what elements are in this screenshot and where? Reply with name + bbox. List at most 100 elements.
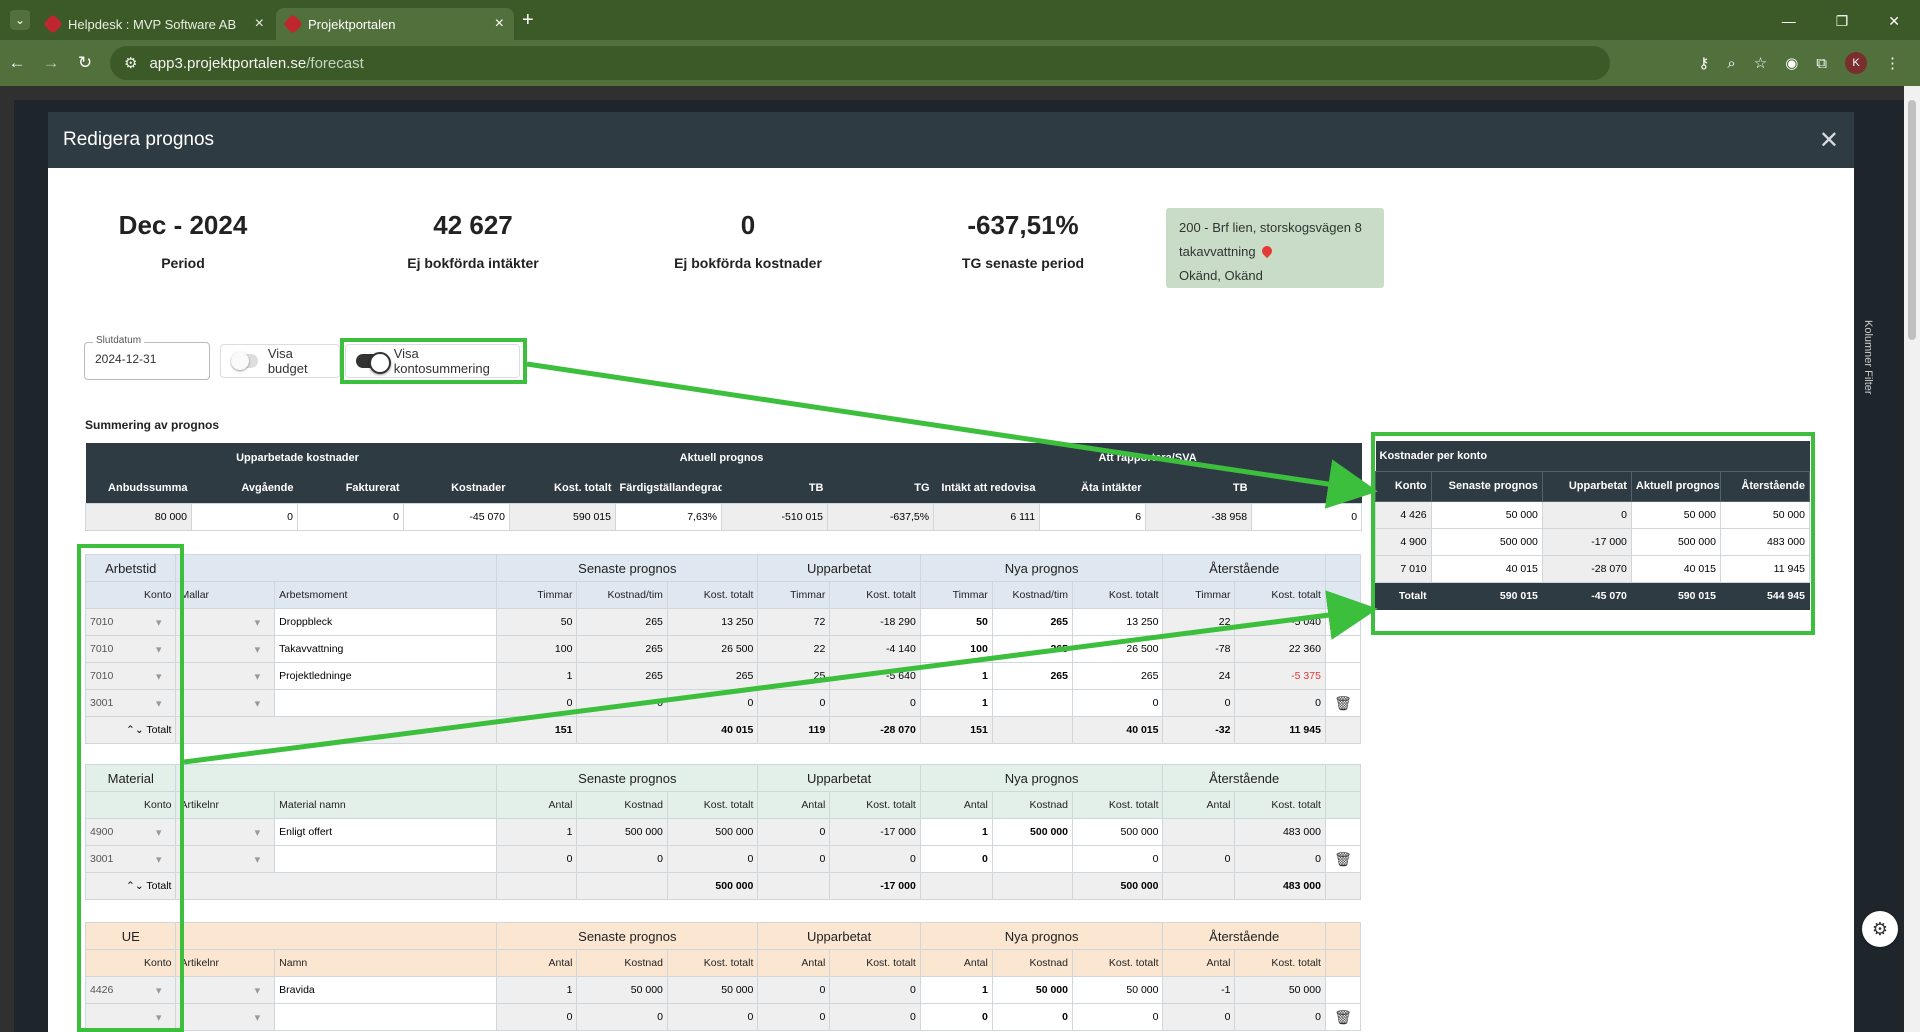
cell-value[interactable]: 0 xyxy=(991,1003,1073,1031)
collapse-icon[interactable]: ⌃⌄ xyxy=(126,724,147,736)
end-date-value: 2024-12-31 xyxy=(95,352,157,366)
template-select[interactable] xyxy=(175,818,276,846)
account-select[interactable]: 4426 xyxy=(84,976,177,1004)
name-input[interactable]: Takavvattning xyxy=(274,635,498,663)
cell-value: 1 xyxy=(496,662,578,690)
extension-badge-icon[interactable]: ◉ xyxy=(1785,55,1799,72)
account-select[interactable] xyxy=(84,1003,177,1031)
name-input[interactable]: Enligt offert xyxy=(274,818,498,846)
url-host: app3.projektportalen.se xyxy=(149,54,307,72)
account-select[interactable]: 4900 xyxy=(84,818,177,846)
cell-value[interactable]: 265 xyxy=(991,662,1073,690)
settings-gear-icon[interactable]: ⚙ xyxy=(1862,911,1898,947)
account-cell: 7 010 xyxy=(1375,554,1432,583)
name-input[interactable]: Projektledninge xyxy=(274,662,498,690)
column-head: Timmar xyxy=(919,581,993,609)
end-date-field[interactable]: Slutdatum 2024-12-31 xyxy=(84,335,210,380)
template-select[interactable] xyxy=(175,976,276,1004)
summary-value[interactable]: 0 xyxy=(191,502,298,531)
collapse-toggle[interactable]: ⌃⌄ Totalt xyxy=(84,872,177,900)
account-select[interactable]: 7010 xyxy=(84,608,177,636)
close-tab-icon[interactable]: × xyxy=(494,15,504,32)
cell-value[interactable]: 1 xyxy=(919,818,993,846)
cell-value[interactable] xyxy=(991,845,1073,873)
cell-value[interactable] xyxy=(991,689,1073,717)
summary-value[interactable]: 0 xyxy=(297,502,404,531)
address-bar[interactable]: ⚙ app3.projektportalen.se/forecast xyxy=(110,46,1610,80)
cell-value[interactable]: 265 xyxy=(991,608,1073,636)
summary-value[interactable]: 0 xyxy=(1251,502,1363,531)
scrollbar-thumb[interactable] xyxy=(1908,100,1916,340)
summary-value[interactable]: 7,63% xyxy=(615,502,722,531)
cell-value: -18 290 xyxy=(829,608,921,636)
group-section-head: Senaste prognos xyxy=(496,922,759,950)
cell-value[interactable]: 0 xyxy=(919,1003,993,1031)
close-window-icon[interactable]: ✕ xyxy=(1888,13,1900,29)
summary-value[interactable]: -45 070 xyxy=(403,502,510,531)
template-select[interactable] xyxy=(175,845,276,873)
profile-avatar[interactable]: K xyxy=(1845,52,1867,74)
kpi-tg-last-period: -637,51% TG senaste period xyxy=(928,210,1118,271)
total-value: 151 xyxy=(496,716,578,744)
forward-icon[interactable]: → xyxy=(42,53,60,72)
browser-tab-helpdesk[interactable]: Helpdesk : MVP Software AB × xyxy=(36,8,274,40)
column-head: Kost. totalt xyxy=(1234,949,1326,977)
minimize-icon[interactable]: — xyxy=(1781,13,1796,29)
delete-row-icon[interactable]: 🗑 xyxy=(1324,689,1362,717)
summary-value[interactable]: 6 xyxy=(1039,502,1147,531)
account-select[interactable]: 3001 xyxy=(84,845,177,873)
page-scrollbar[interactable] xyxy=(1904,86,1920,1032)
cell-value[interactable]: 500 000 xyxy=(991,818,1073,846)
template-select[interactable] xyxy=(175,608,276,636)
cell-value[interactable]: 50 xyxy=(919,608,993,636)
cell-value[interactable]: 50 000 xyxy=(991,976,1073,1004)
name-input[interactable]: Bravida xyxy=(274,976,498,1004)
collapse-icon[interactable]: ⌃⌄ xyxy=(126,880,147,892)
collapse-toggle[interactable]: ⌃⌄ Totalt xyxy=(84,716,177,744)
template-select[interactable] xyxy=(175,635,276,663)
cell-value[interactable]: 1 xyxy=(919,976,993,1004)
template-select[interactable] xyxy=(175,1003,276,1031)
tab-search-button[interactable]: ⌄ xyxy=(10,10,30,30)
name-input[interactable] xyxy=(274,689,498,717)
total-value: -17 000 xyxy=(829,872,921,900)
new-tab-button[interactable]: + xyxy=(522,9,534,31)
switch-off-icon[interactable] xyxy=(231,352,258,370)
template-select[interactable] xyxy=(175,662,276,690)
column-head: Antal xyxy=(757,949,831,977)
delete-row-icon[interactable]: 🗑 xyxy=(1324,1003,1362,1031)
delete-row-icon[interactable]: 🗑 xyxy=(1324,845,1362,873)
account-select[interactable]: 7010 xyxy=(84,635,177,663)
restore-icon[interactable]: ❐ xyxy=(1835,13,1849,29)
show-account-summary-toggle[interactable]: Visa kontosummering xyxy=(345,344,520,378)
show-budget-toggle[interactable]: Visa budget xyxy=(220,344,340,378)
template-select[interactable] xyxy=(175,689,276,717)
cell-value[interactable]: 265 xyxy=(991,635,1073,663)
name-input[interactable] xyxy=(274,845,498,873)
cell-value: 0 xyxy=(1234,689,1326,717)
reload-icon[interactable]: ↻ xyxy=(77,53,93,72)
cell-value[interactable]: 100 xyxy=(919,635,993,663)
extensions-puzzle-icon[interactable]: ⧉ xyxy=(1816,54,1827,72)
column-head: Artikelnr xyxy=(175,791,276,819)
key-icon[interactable]: ⚷ xyxy=(1698,55,1710,72)
account-select[interactable]: 3001 xyxy=(84,689,177,717)
browser-tab-projektportalen[interactable]: Projektportalen × xyxy=(276,8,514,40)
bookmark-star-icon[interactable]: ☆ xyxy=(1753,55,1768,72)
cell-value[interactable]: 0 xyxy=(919,845,993,873)
account-select[interactable]: 7010 xyxy=(84,662,177,690)
cell-value[interactable]: 1 xyxy=(919,689,993,717)
zoom-icon[interactable]: ⌕ xyxy=(1727,54,1736,72)
back-icon[interactable]: ← xyxy=(8,53,26,72)
name-input[interactable]: Droppbleck xyxy=(274,608,498,636)
kpi-label: Ej bokförda kostnader xyxy=(674,255,822,271)
browser-menu-icon[interactable]: ⋮ xyxy=(1885,55,1900,72)
cell-value: 0 xyxy=(576,1003,668,1031)
site-settings-icon[interactable]: ⚙ xyxy=(124,55,138,72)
switch-on-icon[interactable] xyxy=(356,352,391,374)
name-input[interactable] xyxy=(274,1003,498,1031)
close-icon[interactable]: ✕ xyxy=(1818,126,1839,154)
cell-value[interactable]: 1 xyxy=(919,662,993,690)
close-tab-icon[interactable]: × xyxy=(254,15,264,32)
account-cell: 4 426 xyxy=(1375,500,1432,529)
